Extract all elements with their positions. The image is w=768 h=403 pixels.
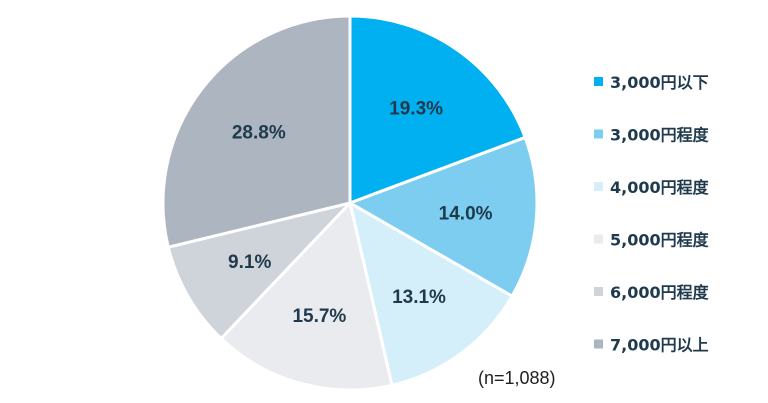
legend: 3,000円以下 3,000円程度 4,000円程度 5,000円程度 6,000円程度… [594,73,710,355]
pie-slice-3 [348,201,514,387]
pie-slice-4 [219,201,394,392]
legend-swatch-2 [594,129,603,139]
legend-label-2: 3,000円程度 [610,126,710,145]
pie-slice-label-5: 9.1% [228,252,271,273]
legend-swatch-1 [594,77,603,86]
legend-swatch-5 [594,287,603,296]
pie-slice-1 [348,14,527,205]
pie-slices [161,14,539,392]
pie-slice-label-6: 28.8% [232,122,286,143]
legend-label-5: 6,000円程度 [610,283,710,302]
pie-slice-2 [348,135,539,298]
legend-swatch-6 [594,339,603,349]
legend-swatch-4 [594,234,603,244]
legend-label-6: 7,000円以上 [610,336,709,355]
pie-slice-label-2: 14.0% [439,204,493,225]
pie-slice-label-4: 15.7% [292,306,346,327]
pie-slice-label-3: 13.1% [392,287,446,308]
pie-slice-6 [161,14,352,249]
legend-swatch-3 [594,182,603,191]
legend-label-4: 5,000円程度 [610,231,710,250]
sample-size-note: (n=1,088) [478,368,556,388]
legend-label-3: 4,000円程度 [610,178,710,197]
pie-slice-label-1: 19.3% [389,99,443,120]
legend-label-1: 3,000円以下 [610,73,709,92]
pie-slice-labels: 19.3% 14.0% 13.1% 15.7% 9.1% 28.8% [228,99,493,327]
